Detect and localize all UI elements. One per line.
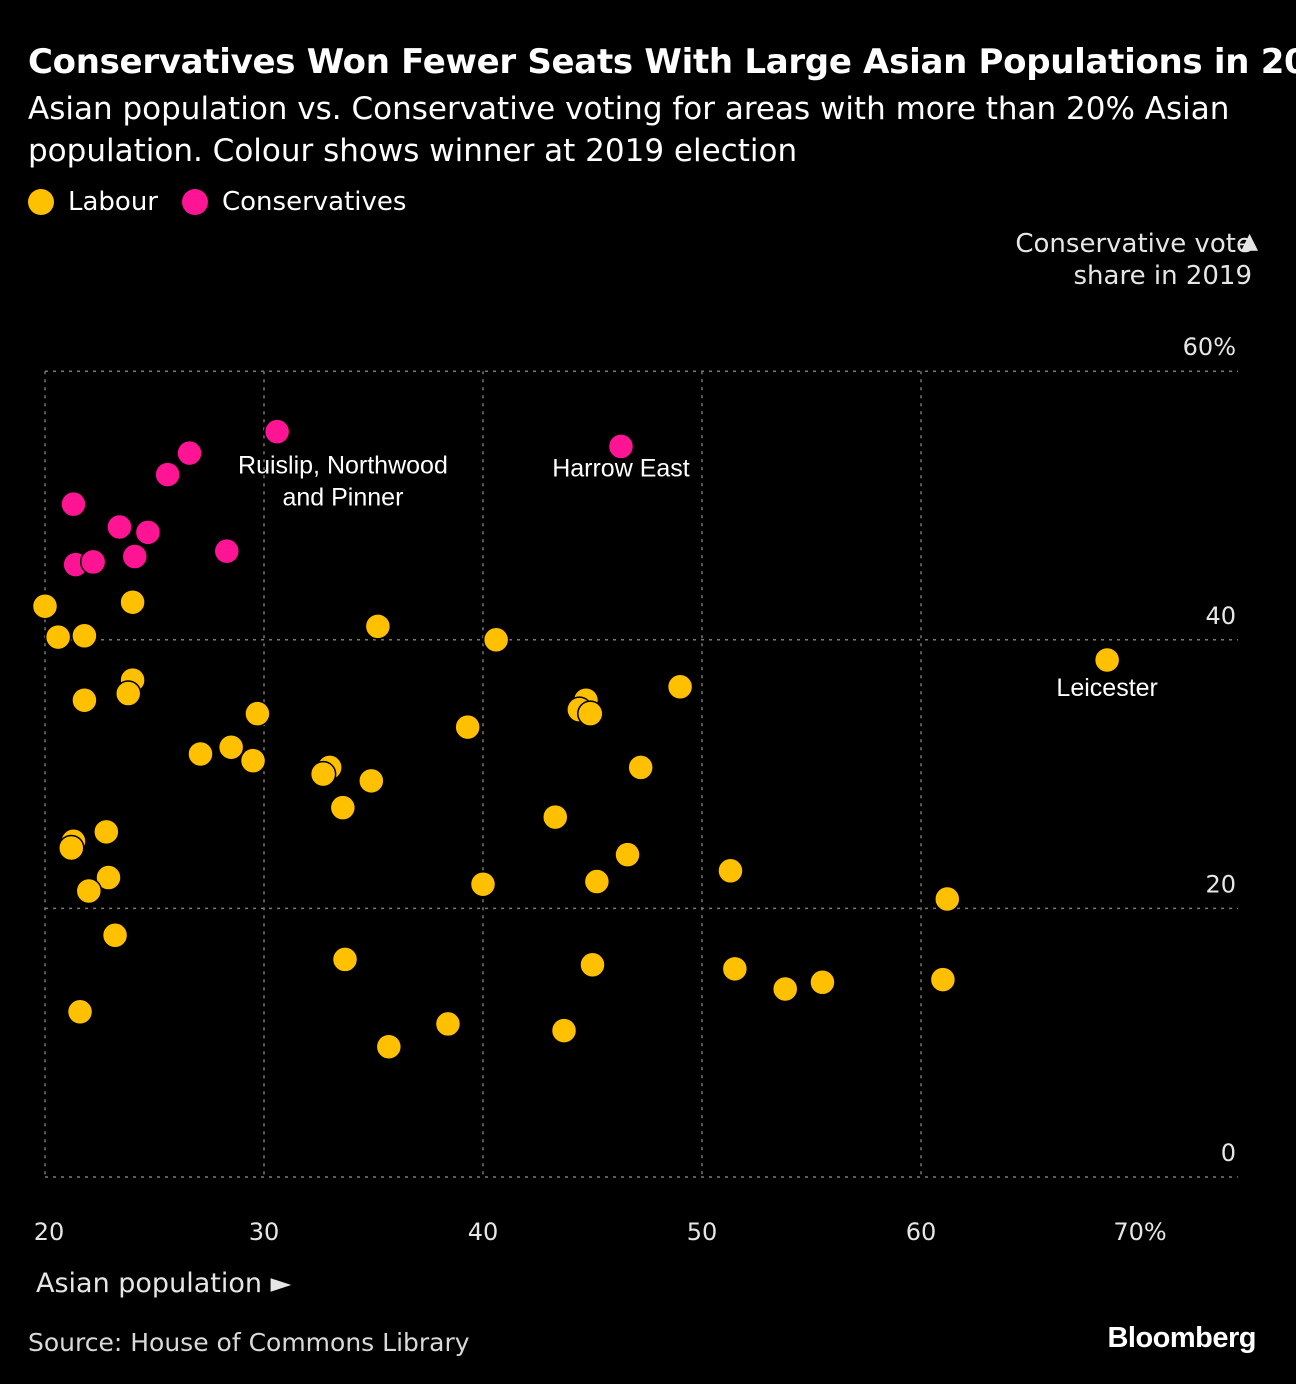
chart-title: Conservatives Won Fewer Seats With Large… <box>28 42 1296 82</box>
data-point-labour <box>66 998 94 1026</box>
annotation-label: and Pinner <box>282 484 403 512</box>
legend: Labour Conservatives <box>28 184 430 220</box>
data-point-labour <box>375 1033 403 1060</box>
legend-label-labour: Labour <box>68 187 158 217</box>
data-point-labour <box>71 686 98 714</box>
data-point-conservatives <box>134 519 162 546</box>
data-point-labour <box>627 754 654 781</box>
data-point-labour <box>934 885 961 913</box>
data-point-labour <box>31 592 59 620</box>
y-tick-label: 20 <box>1205 870 1236 898</box>
data-point-labour <box>721 955 749 983</box>
data-point-conservatives <box>79 548 107 576</box>
data-point-labour <box>95 864 122 891</box>
data-point-conservatives <box>263 418 291 445</box>
data-point-labour <box>93 818 120 846</box>
y-tick-label: 0 <box>1221 1139 1236 1167</box>
data-point-labour <box>114 680 142 707</box>
annotation-label: Leicester <box>1056 674 1157 702</box>
data-point-labour <box>217 733 245 761</box>
y-tick-label: 60% <box>1183 333 1236 361</box>
data-point-labour <box>579 951 606 979</box>
data-point-labour <box>469 870 497 898</box>
data-point-labour <box>329 794 357 821</box>
legend-swatch-labour <box>28 189 54 215</box>
x-tick-label: 50 <box>687 1218 718 1246</box>
source-note: Source: House of Commons Library <box>28 1328 470 1357</box>
data-point-conservatives <box>213 537 241 565</box>
data-point-labour <box>244 700 271 727</box>
data-point-labour <box>331 946 359 973</box>
data-point-labour <box>58 834 85 862</box>
data-point-labour <box>44 623 72 651</box>
x-tick-label: 30 <box>249 1218 280 1246</box>
legend-item-labour: Labour <box>28 187 158 217</box>
legend-swatch-conservatives <box>182 189 208 215</box>
data-point-labour <box>1093 646 1121 674</box>
data-point-conservatives <box>176 439 203 467</box>
bloomberg-logo: Bloomberg <box>1107 1322 1256 1354</box>
data-point-labour <box>550 1017 578 1044</box>
legend-label-conservatives: Conservatives <box>222 187 407 217</box>
data-point-labour <box>614 841 641 868</box>
x-axis-title: Asian population ► <box>36 1268 292 1299</box>
data-point-labour <box>187 740 214 768</box>
data-point-labour <box>666 673 694 701</box>
data-point-conservatives <box>607 433 635 460</box>
data-point-labour <box>75 877 103 905</box>
data-point-conservatives <box>106 513 133 541</box>
data-point-labour <box>542 803 569 831</box>
data-point-labour <box>101 922 129 949</box>
up-arrow-icon: ▲ <box>1241 229 1258 254</box>
annotation-label: Ruislip, Northwood <box>238 452 448 480</box>
x-tick-label: 70% <box>1113 1218 1166 1246</box>
data-point-labour <box>119 588 146 616</box>
x-tick-label: 20 <box>34 1218 65 1246</box>
data-point-labour <box>239 747 267 774</box>
data-point-labour <box>454 713 481 741</box>
data-point-conservatives <box>60 490 87 518</box>
y-axis-title: Conservative vote share in 2019 <box>1015 229 1252 291</box>
data-point-labour <box>482 626 510 654</box>
data-point-labour <box>583 868 611 895</box>
x-tick-label: 40 <box>468 1218 499 1246</box>
data-point-labour <box>358 767 385 795</box>
data-point-labour <box>929 966 957 993</box>
data-point-labour <box>71 622 98 650</box>
chart-subtitle: Asian population vs. Conservative voting… <box>28 91 1230 169</box>
annotation-label: Harrow East <box>552 454 690 482</box>
legend-item-conservatives: Conservatives <box>182 187 406 217</box>
x-tick-label: 60 <box>906 1218 937 1246</box>
data-point-conservatives <box>154 461 181 488</box>
data-point-conservatives <box>121 543 149 570</box>
data-point-labour <box>771 975 799 1003</box>
data-point-labour <box>364 613 392 640</box>
data-point-labour <box>809 969 836 996</box>
y-tick-label: 40 <box>1205 602 1236 630</box>
data-point-labour <box>717 857 744 885</box>
data-point-labour <box>309 760 337 788</box>
data-point-labour <box>434 1010 462 1038</box>
data-point-labour <box>577 700 604 727</box>
